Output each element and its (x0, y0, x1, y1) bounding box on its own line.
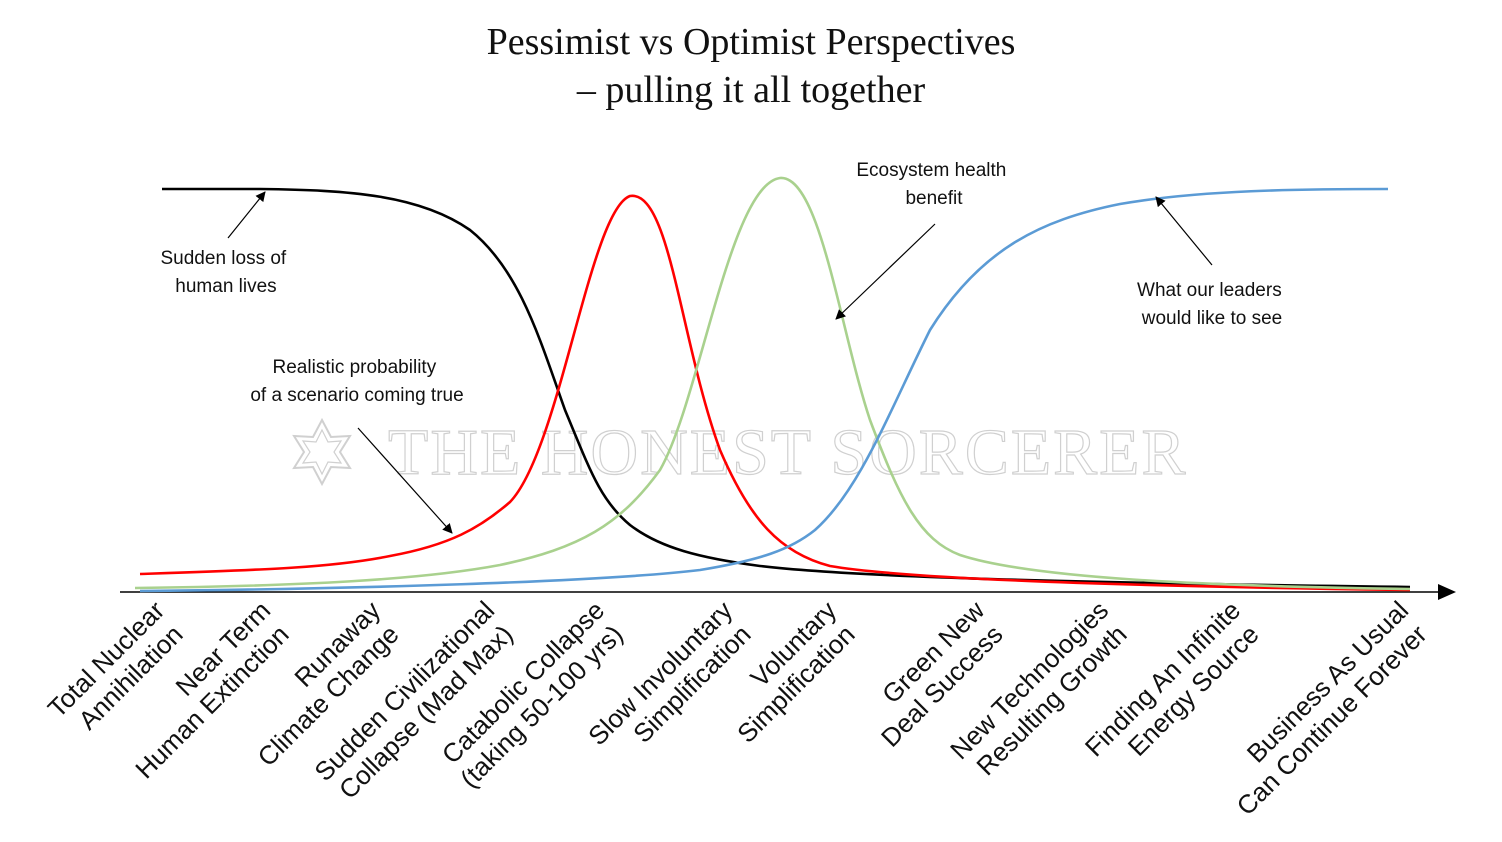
annotations: Sudden loss of human lives Realistic pro… (161, 160, 1287, 406)
curve-ecosystem (134, 176, 1411, 591)
x-axis-arrow-icon (1438, 584, 1456, 600)
arrow-ecosystem (835, 223, 936, 320)
arrow-leaders (1155, 196, 1213, 266)
watermark-text: THE HONEST SORCERER (388, 416, 1188, 489)
title-line-1: Pessimist vs Optimist Perspectives (486, 21, 1016, 63)
arrow-probability (357, 427, 453, 534)
curve-probability (139, 194, 1411, 592)
title-line-2: – pulling it all together (576, 69, 926, 111)
x-axis (120, 584, 1456, 600)
annotation-loss: Sudden loss of human lives (161, 248, 292, 297)
star-logo-icon (292, 417, 352, 487)
watermark: THE HONEST SORCERER (292, 415, 1188, 490)
curve-leaders (139, 187, 1389, 593)
annotation-probability: Realistic probability of a scenario comi… (250, 357, 463, 406)
page-title: Pessimist vs Optimist Perspectives – pul… (0, 18, 1502, 114)
annotation-leaders: What our leaders would like to see (1137, 280, 1287, 329)
annotation-ecosystem: Ecosystem health benefit (856, 160, 1011, 209)
arrow-loss (227, 191, 266, 239)
annotation-arrows (227, 191, 1213, 534)
curves (134, 176, 1411, 593)
